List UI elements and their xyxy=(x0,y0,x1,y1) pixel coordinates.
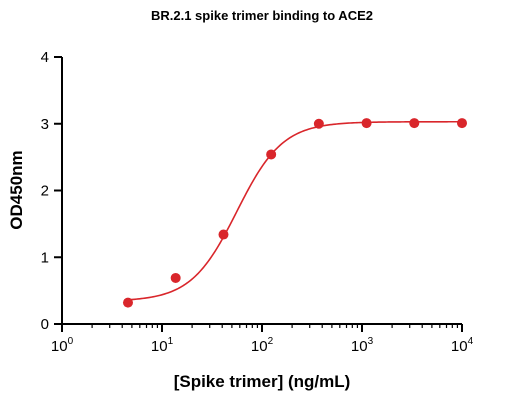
axes xyxy=(61,57,462,325)
fit-curve xyxy=(127,120,462,301)
data-points xyxy=(122,118,467,308)
x-tick-label: 101 xyxy=(151,336,174,355)
y-tick-label: 3 xyxy=(41,116,49,133)
data-point xyxy=(170,272,181,283)
y-axis-label: OD450nm xyxy=(7,150,26,229)
y-tick-label: 2 xyxy=(41,183,49,200)
y-tick-label: 1 xyxy=(41,249,49,266)
data-point xyxy=(361,118,372,129)
x-tick-label: 104 xyxy=(451,336,474,355)
y-tick-label: 4 xyxy=(41,49,49,66)
x-tick-label: 103 xyxy=(351,336,374,355)
data-point xyxy=(313,118,324,129)
data-point xyxy=(457,118,467,129)
data-point xyxy=(266,149,277,160)
data-point xyxy=(409,118,420,129)
chart-title: BR.2.1 spike trimer binding to ACE2 xyxy=(151,8,373,23)
y-ticks: 0 1 2 3 4 xyxy=(41,49,62,333)
x-axis-label: [Spike trimer] (ng/mL) xyxy=(174,372,351,391)
y-tick-label: 0 xyxy=(41,316,49,333)
data-point xyxy=(122,297,133,308)
x-ticks: 100 101 102 103 104 xyxy=(51,324,474,355)
x-tick-label: 100 xyxy=(51,336,74,355)
x-tick-label: 102 xyxy=(251,336,274,355)
data-point xyxy=(218,229,229,240)
